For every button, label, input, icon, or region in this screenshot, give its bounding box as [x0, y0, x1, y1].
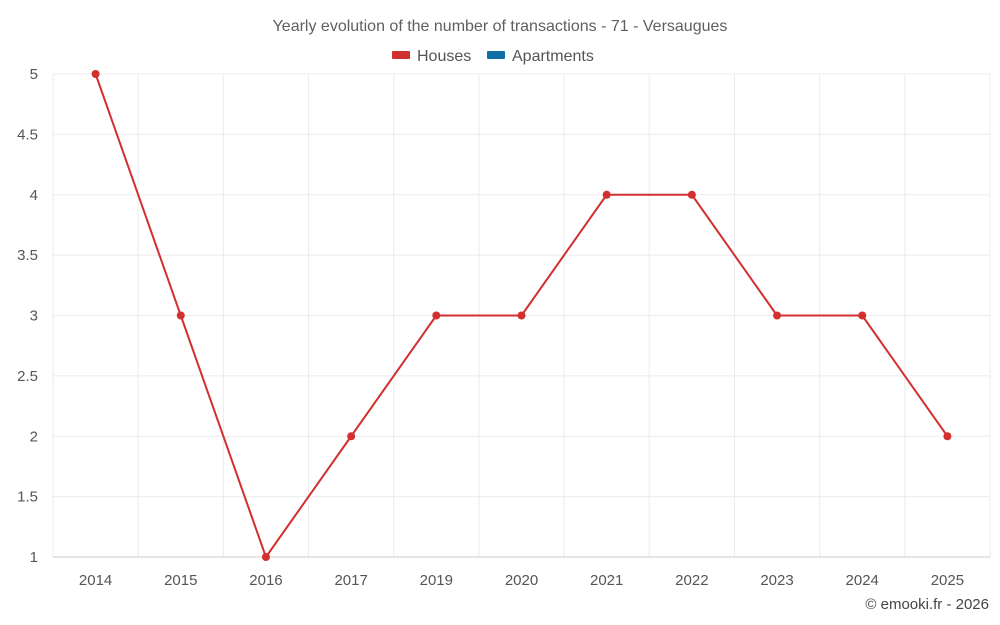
legend-item-apartments[interactable]: Apartments: [487, 48, 594, 65]
houses-point: [943, 432, 952, 441]
legend-label-houses: Houses: [417, 48, 471, 65]
x-tick-label: 2017: [334, 572, 367, 589]
houses-point: [773, 311, 782, 320]
series-houses: [91, 70, 952, 561]
legend: Houses Apartments: [392, 48, 594, 65]
x-tick-label: 2024: [846, 572, 879, 589]
x-tick-label: 2023: [760, 572, 793, 589]
x-tick-label: 2020: [505, 572, 538, 589]
footer-credit: © emooki.fr - 2026: [865, 596, 989, 613]
houses-point: [858, 311, 867, 320]
x-tick-label: 2015: [164, 572, 197, 589]
x-tick-label: 2021: [590, 572, 623, 589]
x-tick-label: 2022: [675, 572, 708, 589]
legend-swatch-apartments: [487, 51, 505, 59]
chart-title: Yearly evolution of the number of transa…: [273, 18, 728, 35]
y-tick-label: 1: [30, 549, 38, 566]
y-axis-ticks: 1 1.5 2 2.5 3 3.5 4 4.5 5: [17, 66, 38, 566]
houses-point: [91, 70, 100, 78]
x-tick-label: 2025: [931, 572, 964, 589]
legend-label-apartments: Apartments: [512, 48, 594, 65]
houses-point: [517, 311, 526, 320]
x-tick-label: 2019: [420, 572, 453, 589]
y-tick-label: 1.5: [17, 489, 38, 506]
houses-point: [176, 311, 185, 320]
houses-point: [687, 190, 696, 199]
x-axis-ticks: 2014 2015 2016 2017 2019 2020 2021 2022 2023 2024…: [79, 572, 964, 589]
y-tick-label: 5: [30, 66, 38, 83]
houses-point: [261, 553, 270, 561]
x-tick-label: 2014: [79, 572, 112, 589]
y-tick-label: 3.5: [17, 247, 38, 264]
houses-point: [347, 432, 356, 441]
x-tick-label: 2016: [249, 572, 282, 589]
y-tick-label: 4: [30, 187, 38, 204]
y-tick-label: 3: [30, 308, 38, 325]
houses-point: [602, 190, 611, 199]
legend-swatch-houses: [392, 51, 410, 59]
legend-item-houses[interactable]: Houses: [392, 48, 471, 65]
houses-point: [432, 311, 441, 320]
y-tick-label: 2: [30, 428, 38, 445]
y-tick-label: 2.5: [17, 368, 38, 385]
y-tick-label: 4.5: [17, 126, 38, 143]
